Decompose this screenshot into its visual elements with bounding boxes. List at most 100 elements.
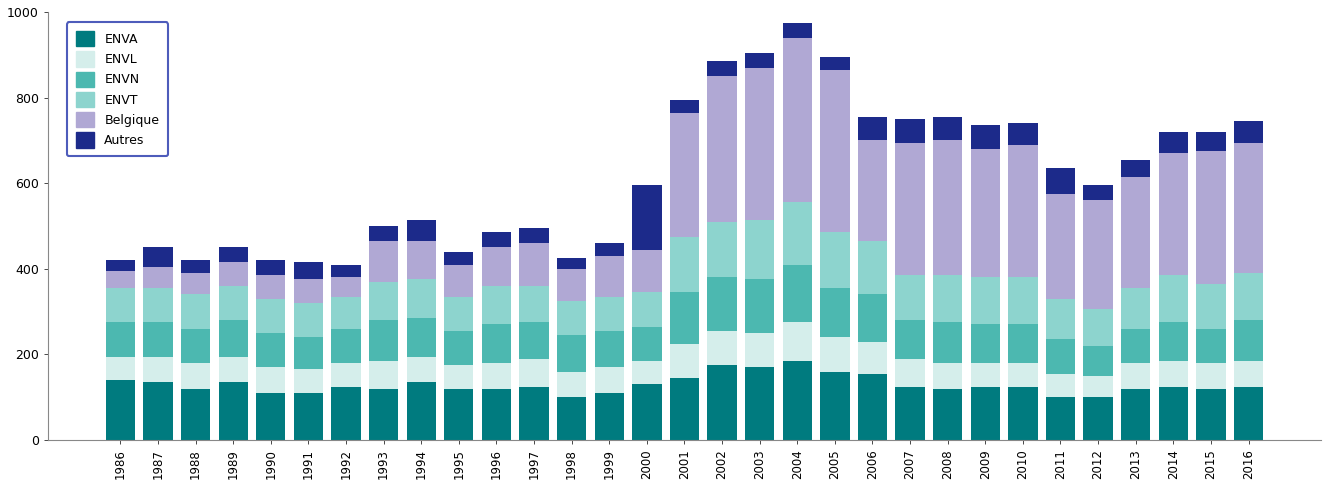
Bar [369, 320, 398, 361]
Bar [519, 286, 548, 322]
Bar [406, 279, 436, 318]
Bar [293, 303, 323, 337]
Bar [669, 293, 699, 344]
Bar [971, 149, 1000, 278]
Bar [595, 256, 624, 296]
Bar [332, 329, 361, 363]
Legend: ENVA, ENVL, ENVN, ENVT, Belgique, Autres: ENVA, ENVL, ENVN, ENVT, Belgique, Autres [66, 22, 169, 156]
Bar [708, 76, 737, 222]
Bar [1197, 284, 1226, 329]
Bar [1197, 329, 1226, 363]
Bar [1234, 121, 1263, 142]
Bar [369, 226, 398, 241]
Bar [934, 389, 963, 440]
Bar [821, 232, 850, 288]
Bar [482, 286, 511, 325]
Bar [1158, 361, 1189, 386]
Bar [219, 262, 248, 286]
Bar [332, 296, 361, 329]
Bar [1197, 363, 1226, 389]
Bar [1158, 132, 1189, 153]
Bar [444, 264, 474, 296]
Bar [1008, 145, 1037, 278]
Bar [745, 367, 774, 440]
Bar [332, 264, 361, 278]
Bar [106, 357, 135, 380]
Bar [519, 359, 548, 386]
Bar [782, 361, 811, 440]
Bar [708, 61, 737, 76]
Bar [106, 260, 135, 271]
Bar [482, 363, 511, 389]
Bar [556, 269, 586, 301]
Bar [1121, 389, 1150, 440]
Bar [332, 278, 361, 296]
Bar [895, 320, 924, 359]
Bar [1158, 322, 1189, 361]
Bar [595, 243, 624, 256]
Bar [1046, 339, 1076, 374]
Bar [482, 247, 511, 286]
Bar [669, 100, 699, 113]
Bar [971, 386, 1000, 440]
Bar [708, 365, 737, 440]
Bar [444, 331, 474, 365]
Bar [143, 382, 173, 440]
Bar [143, 247, 173, 267]
Bar [1008, 123, 1037, 145]
Bar [482, 389, 511, 440]
Bar [293, 337, 323, 369]
Bar [895, 119, 924, 142]
Bar [669, 237, 699, 293]
Bar [444, 296, 474, 331]
Bar [519, 243, 548, 286]
Bar [745, 333, 774, 367]
Bar [971, 125, 1000, 149]
Bar [1234, 386, 1263, 440]
Bar [934, 275, 963, 322]
Bar [293, 279, 323, 303]
Bar [1084, 310, 1113, 346]
Bar [332, 386, 361, 440]
Bar [708, 331, 737, 365]
Bar [106, 271, 135, 288]
Bar [181, 260, 210, 273]
Bar [669, 113, 699, 237]
Bar [106, 288, 135, 322]
Bar [256, 367, 286, 393]
Bar [595, 296, 624, 331]
Bar [519, 228, 548, 243]
Bar [782, 203, 811, 264]
Bar [256, 333, 286, 367]
Bar [1234, 142, 1263, 273]
Bar [406, 382, 436, 440]
Bar [782, 264, 811, 322]
Bar [444, 252, 474, 264]
Bar [482, 325, 511, 363]
Bar [482, 232, 511, 247]
Bar [143, 322, 173, 357]
Bar [1197, 132, 1226, 151]
Bar [181, 363, 210, 389]
Bar [1197, 151, 1226, 284]
Bar [444, 365, 474, 389]
Bar [293, 393, 323, 440]
Bar [669, 378, 699, 440]
Bar [1008, 278, 1037, 325]
Bar [782, 23, 811, 37]
Bar [369, 389, 398, 440]
Bar [1158, 153, 1189, 275]
Bar [858, 117, 887, 140]
Bar [821, 288, 850, 337]
Bar [293, 369, 323, 393]
Bar [632, 293, 661, 327]
Bar [293, 262, 323, 279]
Bar [971, 363, 1000, 386]
Bar [1234, 273, 1263, 320]
Bar [369, 281, 398, 320]
Bar [106, 322, 135, 357]
Bar [1197, 389, 1226, 440]
Bar [745, 279, 774, 333]
Bar [256, 260, 286, 275]
Bar [1158, 275, 1189, 322]
